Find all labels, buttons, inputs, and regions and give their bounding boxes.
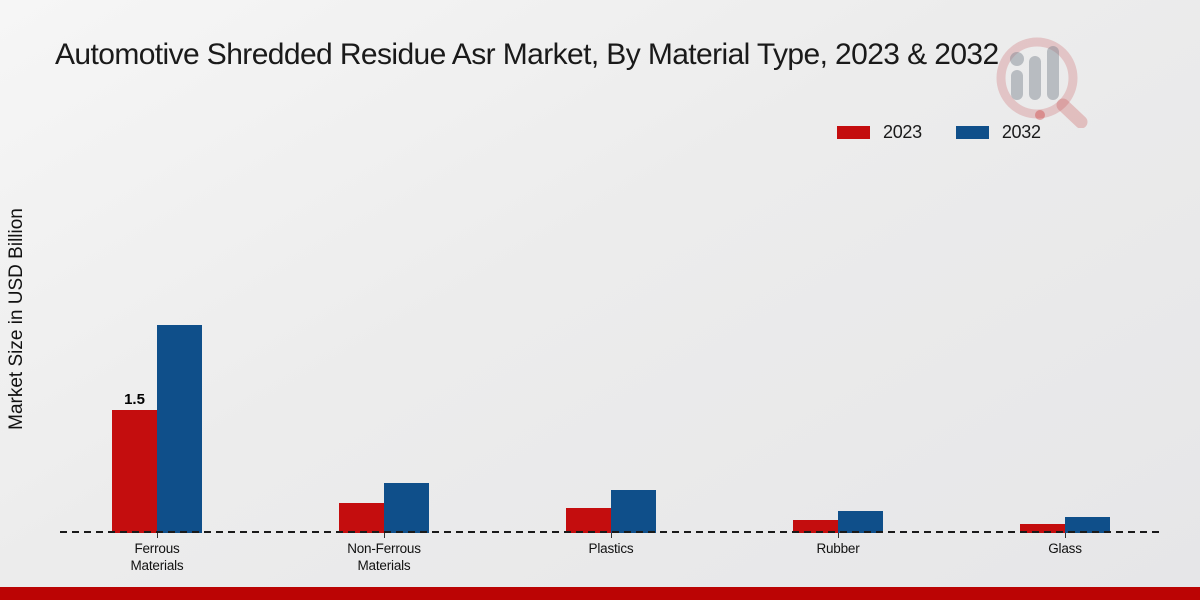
data-label-2023-ferrous-materials: 1.5	[124, 391, 145, 408]
footer-accent-bar	[0, 587, 1200, 600]
x-axis-label-rubber: Rubber	[816, 541, 860, 556]
x-axis-label-plastics: Plastics	[588, 541, 634, 556]
bar-2032-plastics	[611, 490, 656, 533]
legend-label-2023: 2023	[883, 122, 922, 142]
legend-item-2032: 2032	[955, 122, 1041, 143]
legend-swatch-2023	[837, 126, 870, 139]
legend-item-2023: 2023	[837, 122, 922, 143]
x-axis-label-non-ferrous-materials: Non-Ferrous Materials	[347, 541, 421, 573]
zero-baseline-dashed	[60, 531, 1160, 533]
bar-2023-glass	[1020, 524, 1065, 533]
bar-2032-glass	[1065, 517, 1110, 533]
bar-2023-plastics	[566, 508, 611, 533]
legend: 2023 2032	[837, 122, 1041, 143]
brand-watermark	[993, 28, 1095, 133]
bar-2032-ferrous-materials	[157, 325, 202, 533]
bar-2023-rubber	[793, 520, 838, 533]
x-axis-tick-glass	[1065, 533, 1066, 538]
x-axis-label-ferrous-materials: Ferrous Materials	[130, 541, 184, 573]
chart-title: Automotive Shredded Residue Asr Market, …	[55, 38, 999, 71]
legend-swatch-2032	[955, 126, 989, 139]
bar-2032-rubber	[838, 511, 883, 533]
x-axis-label-glass: Glass	[1048, 541, 1082, 556]
bar-2023-ferrous-materials	[112, 410, 157, 533]
x-axis-tick-rubber	[838, 533, 839, 538]
y-axis-title: Market Size in USD Billion	[6, 208, 27, 430]
magnifier-bar-chart-logo-icon	[996, 37, 1088, 129]
legend-label-2032: 2032	[1001, 122, 1041, 142]
bar-2023-non-ferrous-materials	[339, 503, 384, 533]
x-axis-tick-non-ferrous-materials	[384, 533, 385, 538]
x-axis-tick-ferrous-materials	[157, 533, 158, 538]
x-axis-tick-plastics	[611, 533, 612, 538]
bar-2032-non-ferrous-materials	[384, 483, 429, 533]
